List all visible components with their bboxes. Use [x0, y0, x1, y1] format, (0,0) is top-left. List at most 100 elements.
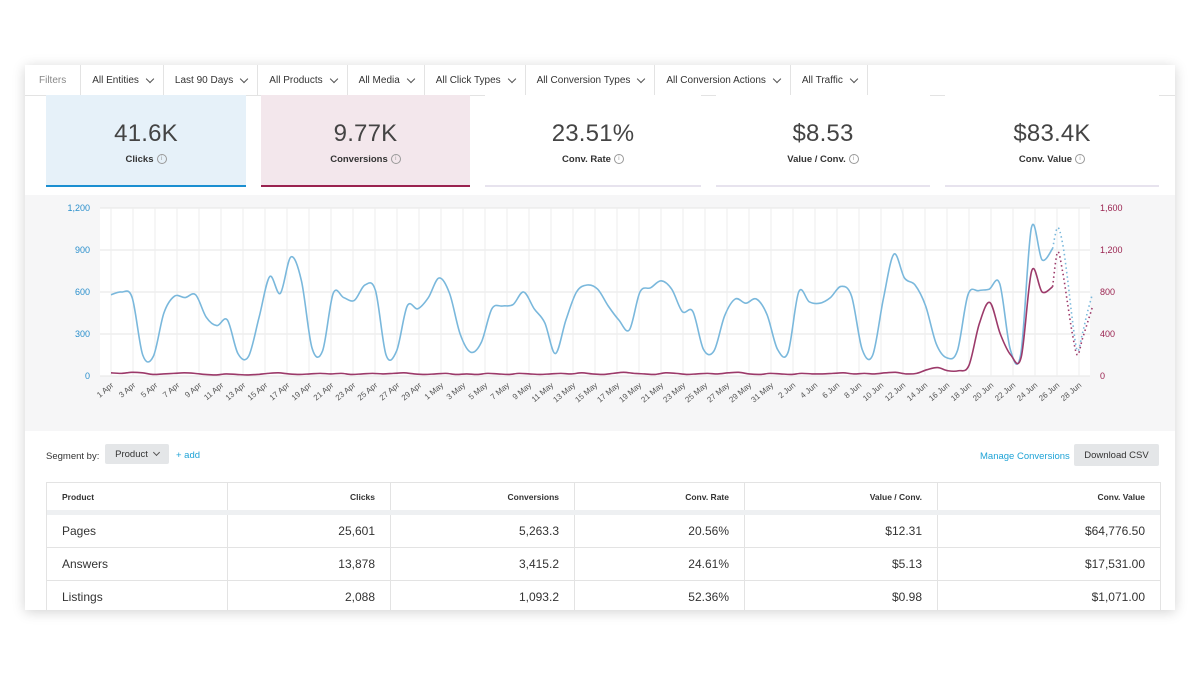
- filter-conversion-actions[interactable]: All Conversion Actions: [655, 65, 791, 95]
- x-axis-tick: 7 Apr: [161, 380, 181, 399]
- chart-area: 0 0 300 400 600 800 900 1,200 1,200 1,600 1 Apr 3 A…: [25, 195, 1175, 431]
- x-axis-tick: 10 Jun: [861, 381, 885, 403]
- x-axis-tick: 23 Apr: [334, 380, 358, 402]
- x-axis-tick: 3 May: [445, 381, 467, 402]
- x-axis-tick: 4 Jun: [799, 381, 820, 400]
- segment-select[interactable]: Product: [105, 444, 169, 464]
- info-icon[interactable]: i: [848, 154, 859, 165]
- x-axis-tick: 11 Apr: [202, 380, 225, 402]
- metric-conv-value[interactable]: $83.4K Conv. Value i: [945, 95, 1159, 187]
- download-csv-button[interactable]: Download CSV: [1074, 444, 1159, 466]
- table-cell: 3,415.2: [391, 548, 575, 580]
- metric-label: Value / Conv.: [787, 154, 846, 165]
- table-cell: 13,878: [228, 548, 391, 580]
- left-axis-tick: 300: [75, 329, 90, 339]
- chevron-down-icon: [240, 74, 249, 83]
- table-cell: Listings: [47, 581, 228, 610]
- chevron-down-icon: [772, 74, 782, 83]
- x-axis-tick: 18 Jun: [949, 381, 973, 403]
- metric-value: $8.53: [792, 120, 854, 147]
- info-icon[interactable]: i: [156, 154, 167, 165]
- filter-media[interactable]: All Media: [348, 65, 425, 95]
- x-axis-tick: 15 May: [573, 381, 599, 405]
- x-axis-tick: 21 May: [639, 381, 665, 405]
- chevron-down-icon: [507, 74, 516, 83]
- left-axis-tick: 1,200: [67, 203, 90, 213]
- chevron-down-icon: [329, 74, 338, 83]
- filter-conversion-types[interactable]: All Conversion Types: [526, 65, 656, 95]
- x-axis-tick: 16 Jun: [927, 381, 951, 403]
- x-axis-tick: 6 Jun: [821, 381, 842, 400]
- x-axis-tick: 27 May: [705, 381, 731, 405]
- metric-value: 23.51%: [551, 120, 635, 147]
- x-axis-tick: 13 May: [551, 381, 577, 405]
- table-cell: 1,093.2: [391, 581, 575, 610]
- metric-conv-rate[interactable]: 23.51% Conv. Rate i: [485, 95, 701, 187]
- chevron-down-icon: [152, 448, 160, 457]
- x-axis-tick: 1 May: [423, 381, 445, 402]
- x-axis-tick: 5 Apr: [139, 380, 159, 399]
- table-cell: $1,071.00: [1091, 590, 1145, 604]
- info-icon[interactable]: i: [1075, 154, 1086, 165]
- right-axis-tick: 400: [1100, 329, 1115, 339]
- right-axis-tick: 1,600: [1100, 203, 1123, 213]
- info-icon[interactable]: i: [390, 154, 401, 165]
- left-axis-tick: 900: [75, 245, 90, 255]
- x-axis-tick: 12 Jun: [883, 381, 907, 403]
- x-axis-tick: 14 Jun: [905, 381, 929, 403]
- table-cell: 52.36%: [575, 581, 745, 610]
- table-row: Answers 13,878 3,415.2 24.61% $5.13 $17,…: [47, 548, 1160, 581]
- metric-value: 9.77K: [333, 120, 398, 147]
- column-header[interactable]: Conv. Value: [1097, 491, 1145, 502]
- column-header[interactable]: Conv. Rate: [575, 483, 745, 510]
- table-cell: $5.13: [745, 548, 938, 580]
- table-cell: 20.56%: [575, 515, 745, 547]
- x-axis-tick: 1 Apr: [95, 380, 115, 399]
- filter-click-types[interactable]: All Click Types: [425, 65, 526, 95]
- chevron-down-icon: [145, 74, 155, 83]
- x-axis-tick: 20 Jun: [971, 381, 995, 403]
- segment-label: Segment by:: [46, 451, 100, 462]
- metric-conversions[interactable]: 9.77K Conversions i: [261, 95, 470, 187]
- column-header[interactable]: Value / Conv.: [745, 483, 938, 510]
- column-header[interactable]: Clicks: [228, 483, 391, 510]
- metric-value: $83.4K: [1013, 120, 1091, 147]
- metric-label: Conv. Rate: [562, 154, 611, 165]
- x-axis-tick: 2 Jun: [777, 381, 798, 400]
- filter-date-range[interactable]: Last 90 Days: [164, 65, 259, 95]
- filter-traffic[interactable]: All Traffic: [791, 65, 868, 95]
- metric-label: Conv. Value: [1018, 154, 1073, 165]
- filter-bar: Filters All Entities Last 90 Days All Pr…: [25, 65, 1175, 96]
- right-axis-tick: 800: [1100, 287, 1115, 297]
- metric-underline: [485, 185, 701, 187]
- table-cell: Answers: [47, 548, 228, 580]
- table-cell: $12.31: [745, 515, 938, 547]
- metric-clicks[interactable]: 41.6K Clicks i: [46, 95, 246, 187]
- x-axis-tick: 28 Jun: [1059, 381, 1083, 403]
- filter-products[interactable]: All Products: [258, 65, 348, 95]
- x-axis-tick: 29 Apr: [400, 380, 424, 402]
- metric-underline: [716, 185, 930, 187]
- x-axis-tick: 13 Apr: [224, 380, 248, 402]
- x-axis-tick: 31 May: [749, 381, 775, 405]
- table-cell: $17,531.00: [1084, 557, 1145, 571]
- column-header[interactable]: Conversions: [391, 483, 575, 510]
- metric-underline: [945, 185, 1159, 187]
- x-axis-tick: 19 May: [617, 381, 643, 405]
- metric-value-per-conv[interactable]: $8.53 Value / Conv. i: [716, 95, 930, 187]
- table-cell: 5,263.3: [391, 515, 575, 547]
- filter-entities[interactable]: All Entities: [81, 65, 164, 95]
- manage-conversions-link[interactable]: Manage Conversions: [980, 451, 1070, 462]
- add-segment-link[interactable]: + add: [176, 450, 201, 461]
- right-axis-tick: 0: [1100, 371, 1105, 381]
- x-axis-tick: 26 Jun: [1037, 381, 1061, 403]
- x-axis-tick: 3 Apr: [117, 380, 137, 399]
- analytics-card: Filters All Entities Last 90 Days All Pr…: [25, 65, 1175, 610]
- x-axis-tick: 24 Jun: [1015, 381, 1039, 403]
- column-header[interactable]: Product: [47, 483, 228, 510]
- info-icon[interactable]: i: [613, 154, 624, 165]
- table-cell: 25,601: [228, 515, 391, 547]
- x-axis-tick: 8 Jun: [843, 381, 864, 400]
- metric-label: Conversions: [330, 154, 388, 165]
- table-row: Pages 25,601 5,263.3 20.56% $12.31 $64,7…: [47, 515, 1160, 548]
